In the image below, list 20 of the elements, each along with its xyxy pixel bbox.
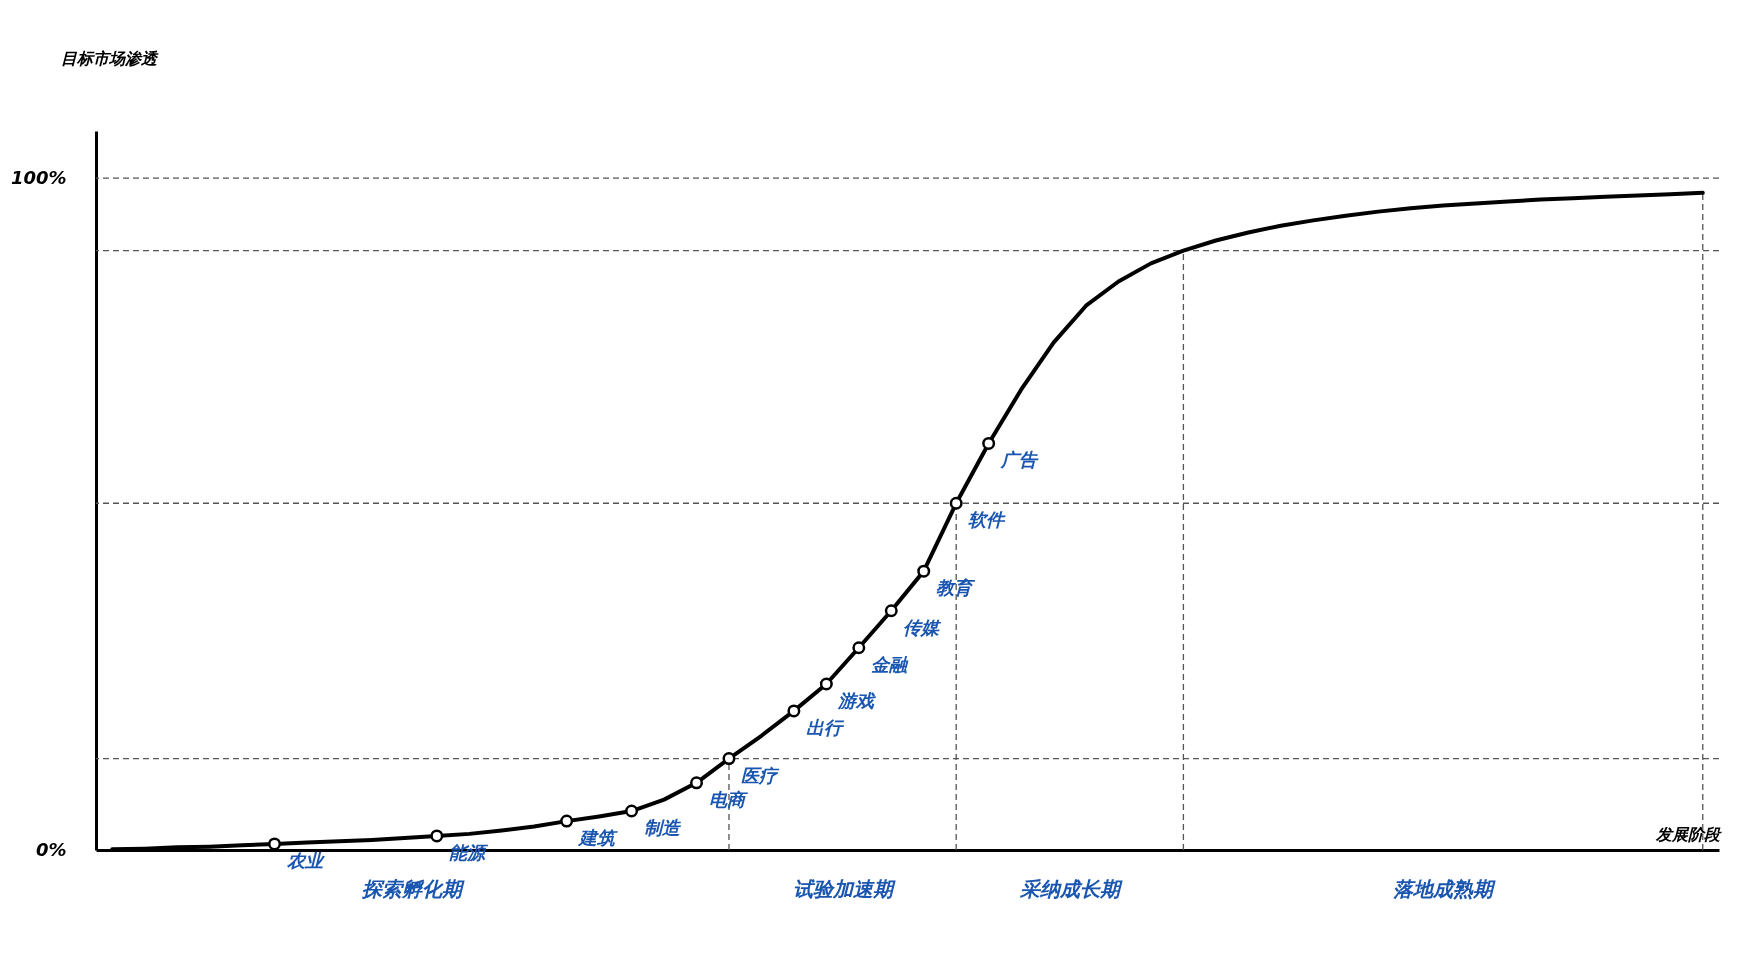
y-tick-label: 0% bbox=[35, 838, 67, 860]
data-label: 教育 bbox=[935, 577, 976, 599]
data-label: 农业 bbox=[285, 849, 325, 871]
data-label: 制造 bbox=[643, 817, 682, 839]
y-axis-title: 目标市场渗透 bbox=[60, 48, 159, 68]
data-label: 金融 bbox=[870, 653, 909, 675]
data-label: 建筑 bbox=[576, 827, 618, 849]
text: 试验加速期 bbox=[792, 877, 896, 901]
x-axis-title: 发展阶段 bbox=[1654, 824, 1722, 844]
y-tick-label: 100% bbox=[10, 166, 67, 188]
data-label: 医疗 bbox=[740, 764, 780, 786]
data-label: 出行 bbox=[805, 716, 845, 738]
data-label: 电商 bbox=[708, 788, 749, 810]
data-label: 游戏 bbox=[837, 690, 877, 712]
text: 探索孵化期 bbox=[361, 877, 466, 901]
text: 采纳成长期 bbox=[1018, 877, 1123, 901]
data-label: 广告 bbox=[999, 449, 1039, 471]
data-label: 传媒 bbox=[903, 616, 943, 638]
data-label: 软件 bbox=[968, 509, 1007, 531]
text: 落地成熟期 bbox=[1393, 877, 1497, 901]
